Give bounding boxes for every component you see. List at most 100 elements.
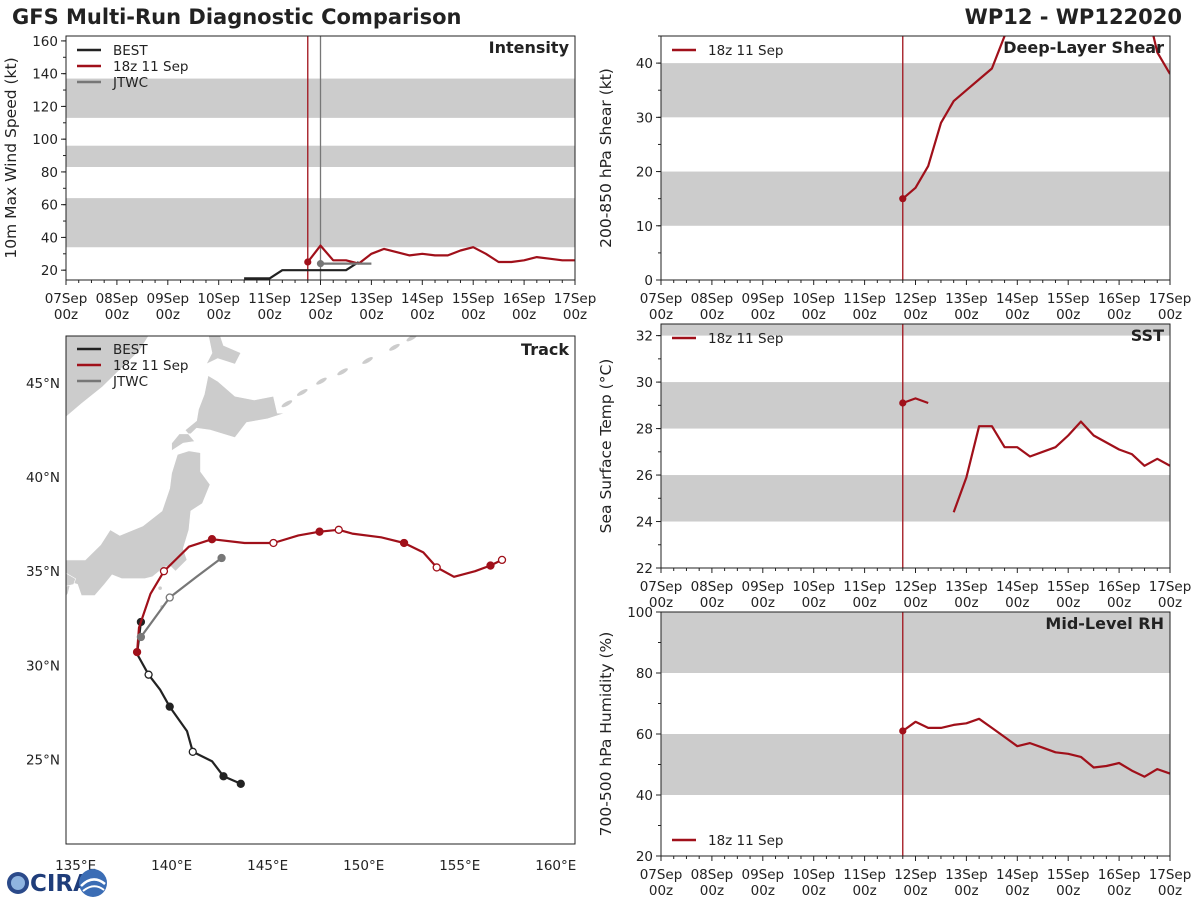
y-tick-label: 40 [636, 56, 653, 72]
x-tick-label: 08Sep [691, 291, 734, 307]
x-tick-label: 00z [649, 307, 673, 323]
init-marker [899, 399, 907, 407]
x-tick-label: 08Sep [691, 579, 734, 595]
y-tick-label: 22 [636, 561, 653, 577]
x-tick-label: 00z [1056, 307, 1080, 323]
x-tick-label: 09Sep [741, 291, 784, 307]
series-line [244, 261, 360, 280]
y-tick-label: 140 [32, 67, 58, 83]
lat-label: 35°N [26, 564, 60, 580]
panel-title: Track [521, 340, 569, 359]
landmass-honshu [66, 450, 211, 596]
legend-label: 18z 11 Sep [113, 358, 188, 374]
x-tick-label: 00z [700, 883, 724, 899]
x-tick-label: 10Sep [792, 867, 835, 883]
x-tick-label: 00z [410, 307, 434, 323]
y-tick-label: 20 [636, 165, 653, 181]
y-tick-label: 30 [636, 375, 653, 391]
panel-title: Mid-Level RH [1045, 614, 1164, 633]
series-line [902, 36, 1006, 200]
x-tick-label: 07Sep [45, 291, 88, 307]
landmass-kuril [316, 377, 327, 385]
x-tick-label: 15Sep [1047, 867, 1090, 883]
track-point [334, 525, 343, 534]
x-tick-label: 00z [700, 595, 724, 611]
lat-label: 30°N [26, 658, 60, 674]
plot-area-rh [661, 612, 1170, 856]
x-tick-label: 00z [156, 307, 180, 323]
track-point [207, 535, 217, 544]
x-tick-label: 15Sep [1047, 291, 1090, 307]
y-tick-label: 160 [32, 34, 58, 50]
track-point [159, 567, 169, 576]
x-tick-label: 11Sep [843, 867, 886, 883]
x-tick-label: 09Sep [741, 867, 784, 883]
y-tick-label: 20 [41, 263, 58, 279]
lat-label: 25°N [26, 752, 60, 768]
x-tick-label: 00z [54, 307, 78, 323]
x-tick-label: 10Sep [197, 291, 240, 307]
series-line [902, 717, 1170, 778]
track-point [136, 632, 146, 642]
x-tick-label: 16Sep [1098, 291, 1141, 307]
track-point [188, 747, 197, 756]
y-tick-label: 60 [636, 727, 653, 743]
legend-label: JTWC [112, 374, 148, 390]
track-point [217, 553, 226, 563]
y-tick-label: 32 [636, 329, 653, 345]
init-marker [899, 195, 907, 203]
x-tick-label: 12Sep [894, 867, 937, 883]
track-point [144, 670, 153, 679]
y-tick-label: 24 [636, 515, 653, 531]
legend-label: JTWC [112, 75, 148, 91]
x-tick-label: 00z [308, 307, 332, 323]
y-tick-label: 40 [636, 788, 653, 804]
x-tick-label: 12Sep [894, 579, 937, 595]
x-tick-label: 12Sep [894, 291, 937, 307]
plot-area-sst [661, 324, 1170, 568]
x-tick-label: 14Sep [996, 867, 1039, 883]
landmass-mainland [66, 336, 149, 418]
x-tick-label: 07Sep [640, 579, 683, 595]
lon-label: 140°E [151, 858, 192, 874]
x-tick-label: 11Sep [843, 579, 886, 595]
lon-label: 145°E [247, 858, 288, 874]
y-tick-label: 10 [636, 219, 653, 235]
x-tick-label: 13Sep [350, 291, 393, 307]
landmass-island [158, 586, 162, 590]
plot-area-shear [661, 36, 1170, 280]
x-tick-label: 00z [649, 595, 673, 611]
x-tick-label: 15Sep [452, 291, 495, 307]
x-tick-label: 00z [563, 307, 587, 323]
track-point [432, 563, 441, 572]
lon-label: 150°E [343, 858, 384, 874]
y-tick-label: 80 [636, 666, 653, 682]
x-tick-label: 00z [1158, 883, 1182, 899]
legend-label: BEST [113, 342, 148, 358]
x-tick-label: 00z [1005, 883, 1029, 899]
shading-band [661, 382, 1170, 429]
x-tick-label: 00z [512, 307, 536, 323]
x-tick-label: 17Sep [554, 291, 597, 307]
track-point [497, 555, 507, 565]
x-tick-label: 00z [1107, 595, 1131, 611]
track-point [165, 702, 174, 711]
shading-band [661, 612, 1170, 673]
x-tick-label: 00z [903, 595, 927, 611]
y-tick-label: 28 [636, 422, 653, 438]
x-tick-label: 00z [649, 883, 673, 899]
x-tick-label: 13Sep [945, 579, 988, 595]
y-axis-label: Sea Surface Temp (°C) [597, 359, 615, 534]
init-marker [304, 258, 312, 266]
x-tick-label: 08Sep [691, 867, 734, 883]
y-tick-label: 40 [41, 230, 58, 246]
lat-label: 45°N [26, 376, 60, 392]
x-tick-label: 07Sep [640, 291, 683, 307]
track-line [136, 528, 503, 653]
panel-shear: 01020304007Sep00z08Sep00z09Sep00z10Sep00… [597, 35, 1191, 323]
y-tick-label: 0 [644, 273, 653, 289]
track-point [269, 538, 278, 548]
x-tick-label: 16Sep [1098, 867, 1141, 883]
x-tick-label: 00z [903, 307, 927, 323]
landmass-kuril [389, 343, 400, 351]
